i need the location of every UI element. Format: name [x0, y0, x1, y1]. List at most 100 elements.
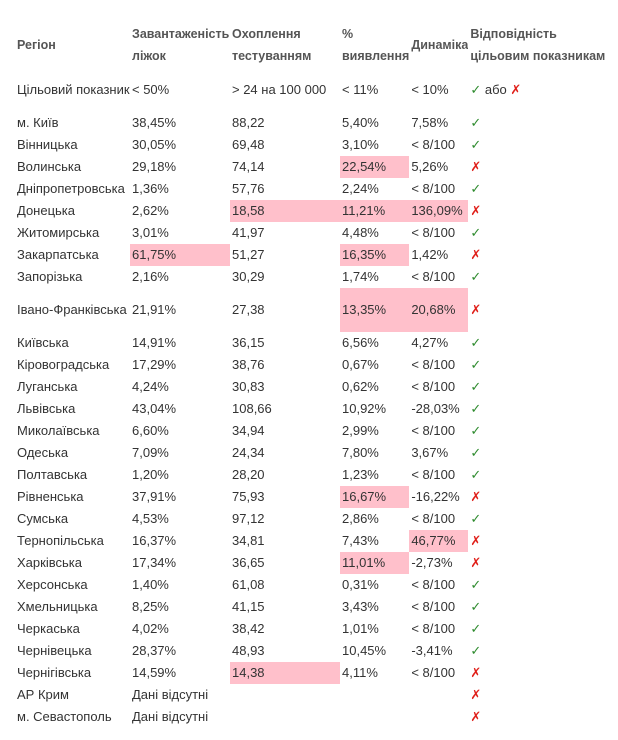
cell-compliance: ✗ — [468, 552, 609, 574]
cell-bed-occupancy: 8,25% — [132, 599, 169, 614]
cell-testing-coverage: 30,83 — [232, 379, 265, 394]
check-icon: ✓ — [470, 577, 482, 592]
cell-bed-occupancy: 2,16% — [132, 269, 169, 284]
cell-testing-coverage: 28,20 — [232, 467, 265, 482]
cell-compliance: ✓ — [468, 398, 609, 420]
target-row: Цільовий показник < 50% > 24 на 100 000 … — [15, 68, 609, 112]
cell-detection-rate: 6,56% — [342, 335, 379, 350]
cell-compliance: ✗ — [468, 486, 609, 508]
cell-bed-occupancy: 29,18% — [132, 159, 177, 174]
cell-region: Івано-Франківська — [17, 302, 127, 317]
cell-bed-occupancy: 17,34% — [132, 555, 177, 570]
cell-bed-occupancy: 4,24% — [132, 379, 169, 394]
header-detection-rate: % виявлення — [342, 27, 410, 63]
cell-detection-rate: 13,35% — [340, 288, 410, 332]
cell-bed-occupancy: 2,62% — [132, 203, 169, 218]
cell-testing-coverage: 69,48 — [232, 137, 265, 152]
cell-bed-occupancy: 38,45% — [132, 115, 177, 130]
cell-detection-rate: 4,48% — [342, 225, 379, 240]
check-icon: ✓ — [470, 115, 482, 130]
cell-compliance: ✓ — [468, 222, 609, 244]
table-row: Івано-Франківська 21,91% 27,38 13,35% 20,68%… — [15, 288, 609, 332]
header-dynamics: Динаміка — [411, 38, 469, 52]
cell-testing-coverage: 38,76 — [232, 357, 265, 372]
cell-compliance: ✓ — [468, 508, 609, 530]
cell-region: Черкаська — [17, 621, 80, 636]
cell-compliance: ✗ — [468, 156, 609, 178]
cell-detection-rate: 10,92% — [342, 401, 387, 416]
cell-region: Закарпатська — [17, 247, 99, 262]
check-icon: ✓ — [470, 423, 482, 438]
cell-bed-occupancy: Дані відсутні — [132, 709, 209, 724]
cell-testing-coverage: 61,08 — [232, 577, 265, 592]
cell-bed-occupancy: 1,40% — [132, 577, 169, 592]
table-row: Житомирська 3,01% 41,97 4,48% < 8/100 ✓ — [15, 222, 609, 244]
cell-detection-rate — [340, 706, 409, 728]
check-icon: ✓ — [470, 643, 482, 658]
cell-bed-occupancy: 3,01% — [132, 225, 169, 240]
check-icon: ✓ — [470, 335, 482, 350]
cell-testing-coverage: 74,14 — [232, 159, 265, 174]
cell-detection-rate: 2,99% — [342, 423, 379, 438]
cell-dynamics: -28,03% — [411, 401, 460, 416]
cell-testing-coverage: 30,29 — [232, 269, 265, 284]
table-row: Тернопільська 16,37% 34,81 7,43% 46,77% ✗ — [15, 530, 609, 552]
check-icon: ✓ — [470, 269, 482, 284]
cell-compliance: ✓ — [468, 266, 609, 288]
check-icon: ✓ — [470, 511, 482, 526]
table-row: Харківська 17,34% 36,65 11,01% -2,73% ✗ — [15, 552, 609, 574]
cross-icon: ✗ — [470, 203, 482, 218]
cell-dynamics: < 8/100 — [411, 621, 456, 636]
cell-testing-coverage: 27,38 — [232, 302, 265, 317]
target-detection: < 11% — [342, 82, 379, 97]
cell-dynamics: 3,67% — [411, 445, 449, 460]
cell-detection-rate: 1,23% — [342, 467, 379, 482]
table-row: Кіровоградська 17,29% 38,76 0,67% < 8/100 ✓ — [15, 354, 609, 376]
table-row: Миколаївська 6,60% 34,94 2,99% < 8/100 ✓ — [15, 420, 609, 442]
cell-dynamics: -3,41% — [411, 643, 453, 658]
cell-bed-occupancy: 4,53% — [132, 511, 169, 526]
check-icon: ✓ — [470, 137, 482, 152]
table-row: Київська 14,91% 36,15 6,56% 4,27% ✓ — [15, 332, 609, 354]
or-label: або — [484, 82, 507, 97]
cross-icon: ✗ — [470, 687, 482, 702]
cell-dynamics: < 8/100 — [411, 423, 456, 438]
cell-compliance: ✓ — [468, 332, 609, 354]
table-row: Луганська 4,24% 30,83 0,62% < 8/100 ✓ — [15, 376, 609, 398]
cell-region: Донецька — [17, 203, 76, 218]
cell-bed-occupancy: 14,91% — [132, 335, 177, 350]
cell-dynamics: 20,68% — [409, 288, 469, 332]
check-icon: ✓ — [470, 379, 482, 394]
cell-detection-rate: 22,54% — [340, 156, 410, 178]
cell-detection-rate: 16,67% — [340, 486, 410, 508]
cell-compliance: ✗ — [468, 530, 609, 552]
cell-dynamics: 4,27% — [411, 335, 449, 350]
cell-region: Одеська — [17, 445, 69, 460]
table-row: Львівська 43,04% 108,66 10,92% -28,03% ✓ — [15, 398, 609, 420]
cell-region: Рівненська — [17, 489, 84, 504]
table-row: Волинська 29,18% 74,14 22,54% 5,26% ✗ — [15, 156, 609, 178]
cell-bed-occupancy: 14,59% — [132, 665, 177, 680]
cell-compliance: ✗ — [468, 200, 609, 222]
target-dynamics: < 10% — [411, 82, 449, 97]
table-row: Черкаська 4,02% 38,42 1,01% < 8/100 ✓ — [15, 618, 609, 640]
cell-region: Дніпропетровська — [17, 181, 125, 196]
header-testing-coverage: Охоплення тестуванням — [232, 27, 312, 63]
target-testing: > 24 на 100 000 — [232, 82, 327, 97]
cell-bed-occupancy: 1,36% — [132, 181, 169, 196]
cell-detection-rate: 3,43% — [342, 599, 379, 614]
cell-compliance: ✓ — [468, 442, 609, 464]
cross-icon: ✗ — [470, 489, 482, 504]
cell-region: Київська — [17, 335, 69, 350]
cell-testing-coverage: 41,97 — [232, 225, 265, 240]
target-beds: < 50% — [132, 82, 170, 97]
cell-dynamics: < 8/100 — [411, 269, 456, 284]
cell-dynamics: < 8/100 — [411, 225, 456, 240]
check-icon: ✓ — [470, 599, 482, 614]
region-indicators-table: Регіон Завантаженість ліжок Охоплення те… — [15, 22, 609, 728]
cell-bed-occupancy: 4,02% — [132, 621, 169, 636]
cell-dynamics: < 8/100 — [411, 137, 456, 152]
cell-region: Херсонська — [17, 577, 88, 592]
cell-compliance: ✗ — [468, 684, 609, 706]
cell-testing-coverage: 14,38 — [230, 662, 340, 684]
